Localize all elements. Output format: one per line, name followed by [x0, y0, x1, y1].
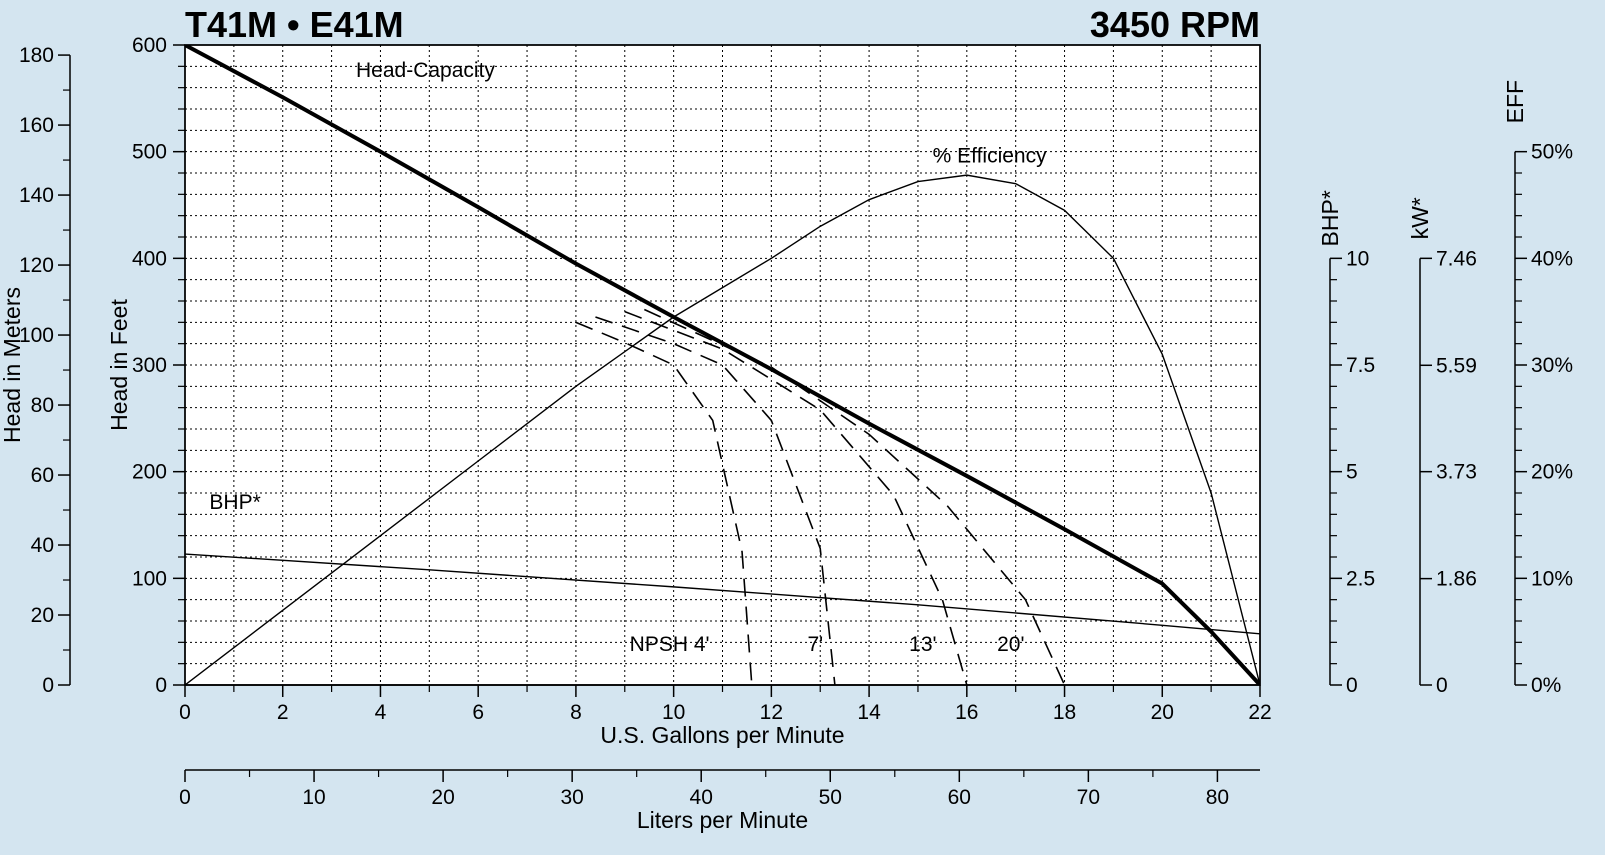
tick-label: 20 [1151, 701, 1174, 724]
tick-label: 2.5 [1346, 567, 1375, 590]
tick-label: 6 [472, 701, 484, 724]
chart-title-right: 3450 RPM [1090, 4, 1260, 45]
tick-label: 30 [560, 786, 583, 809]
axis-label-lpm: Liters per Minute [637, 807, 808, 833]
axis-label-kw: kW* [1407, 197, 1433, 239]
tick-label: 30% [1531, 354, 1573, 377]
axis-label-gpm: U.S. Gallons per Minute [600, 722, 844, 748]
tick-label: 7.46 [1436, 247, 1477, 270]
tick-label: 140 [19, 184, 54, 207]
tick-label: 120 [19, 254, 54, 277]
tick-label: 0 [1436, 674, 1448, 697]
tick-label: 80 [31, 394, 54, 417]
label-head-capacity: Head-Capacity [356, 59, 495, 82]
label-npsh: NPSH 4' [630, 633, 710, 656]
tick-label: 20% [1531, 461, 1573, 484]
tick-label: 0 [1346, 674, 1358, 697]
tick-label: 300 [132, 354, 167, 377]
tick-label: 0 [42, 674, 54, 697]
tick-label: 400 [132, 247, 167, 270]
tick-label: 10 [302, 786, 325, 809]
tick-label: 180 [19, 44, 54, 67]
tick-label: 0 [179, 786, 191, 809]
tick-label: 40 [690, 786, 713, 809]
label-npsh-tag: 20' [997, 633, 1024, 656]
tick-label: 10 [662, 701, 685, 724]
tick-label: 0 [155, 674, 167, 697]
axis-label-eff: EFF [1502, 80, 1528, 123]
tick-label: 500 [132, 141, 167, 164]
tick-label: 0 [179, 701, 191, 724]
tick-label: 20 [431, 786, 454, 809]
tick-label: 2 [277, 701, 289, 724]
tick-label: 1.86 [1436, 568, 1477, 591]
axis-label-feet: Head in Feet [106, 299, 132, 431]
label-npsh-tag: 7' [807, 633, 823, 656]
tick-label: 10% [1531, 567, 1573, 590]
axis-label-bhp: BHP* [1317, 190, 1343, 246]
tick-label: 4 [375, 701, 387, 724]
tick-label: 12 [760, 701, 783, 724]
chart-title-left: T41M • E41M [185, 4, 404, 45]
tick-label: 5.59 [1436, 354, 1477, 377]
tick-label: 16 [955, 701, 978, 724]
tick-label: 5 [1346, 461, 1358, 484]
tick-label: 600 [132, 34, 167, 57]
tick-label: 60 [31, 464, 54, 487]
label-efficiency: % Efficiency [933, 144, 1047, 167]
label-bhp: BHP* [209, 491, 260, 514]
tick-label: 200 [132, 461, 167, 484]
label-npsh-tag: 13' [909, 633, 936, 656]
tick-label: 40% [1531, 247, 1573, 270]
tick-label: 3.73 [1436, 461, 1477, 484]
axis-label-meters: Head in Meters [0, 287, 25, 443]
tick-label: 100 [132, 567, 167, 590]
tick-label: 22 [1248, 701, 1271, 724]
tick-label: 60 [948, 786, 971, 809]
tick-label: 7.5 [1346, 354, 1375, 377]
tick-label: 0% [1531, 674, 1561, 697]
tick-label: 50% [1531, 141, 1573, 164]
tick-label: 70 [1077, 786, 1100, 809]
tick-label: 10 [1346, 247, 1369, 270]
tick-label: 40 [31, 534, 54, 557]
tick-label: 20 [31, 604, 54, 627]
tick-label: 18 [1053, 701, 1076, 724]
tick-label: 50 [819, 786, 842, 809]
tick-label: 160 [19, 114, 54, 137]
tick-label: 14 [857, 701, 881, 724]
tick-label: 8 [570, 701, 582, 724]
tick-label: 80 [1206, 786, 1229, 809]
